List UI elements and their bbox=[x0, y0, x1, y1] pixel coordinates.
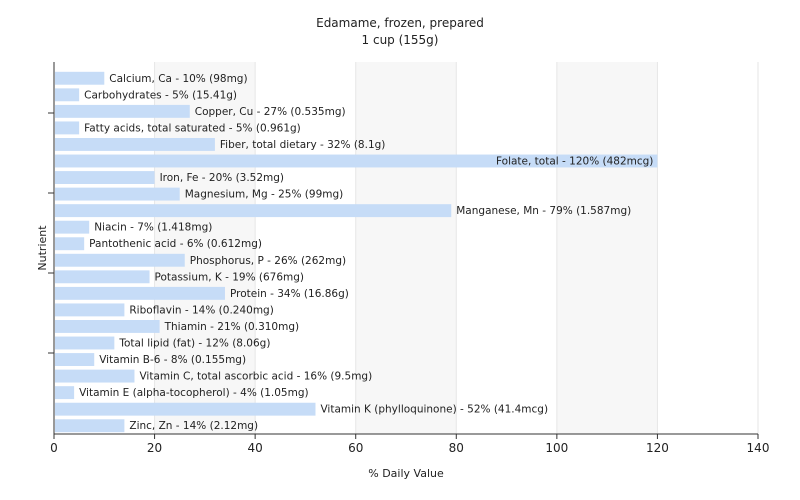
bar-label: Vitamin E (alpha-tocopherol) - 4% (1.05m… bbox=[79, 387, 309, 399]
bar bbox=[55, 220, 90, 234]
bar bbox=[55, 320, 160, 333]
bar-label: Magnesium, Mg - 25% (99mg) bbox=[185, 189, 344, 201]
bar bbox=[55, 419, 125, 433]
x-tick-label: 0 bbox=[50, 441, 58, 455]
bar-label: Phosphorus, P - 26% (262mg) bbox=[190, 255, 346, 267]
grid-band bbox=[556, 62, 658, 434]
bar bbox=[55, 286, 225, 300]
bar-label: Calcium, Ca - 10% (98mg) bbox=[109, 73, 247, 85]
x-tick-label: 140 bbox=[747, 441, 770, 455]
bars: Calcium, Ca - 10% (98mg) Carbohydrates - … bbox=[55, 71, 658, 433]
bar-label: Pantothenic acid - 6% (0.612mg) bbox=[89, 238, 262, 250]
bar-label: Folate, total - 120% (482mcg) bbox=[496, 156, 653, 168]
bar-label: Vitamin K (phylloquinone) - 52% (41.4mcg… bbox=[320, 404, 548, 416]
bar bbox=[55, 171, 155, 184]
bar-label: Manganese, Mn - 79% (1.587mg) bbox=[456, 205, 631, 217]
bar-label: Total lipid (fat) - 12% (8.06g) bbox=[118, 338, 270, 350]
bar bbox=[55, 121, 80, 135]
x-tick-label: 80 bbox=[449, 441, 464, 455]
x-tick-label: 60 bbox=[348, 441, 363, 455]
bar-label: Niacin - 7% (1.418mg) bbox=[94, 222, 212, 234]
bar bbox=[55, 386, 75, 400]
chart-title: Edamame, frozen, prepared bbox=[316, 16, 484, 30]
bar bbox=[55, 71, 105, 85]
bar-label: Fiber, total dietary - 32% (8.1g) bbox=[220, 139, 385, 151]
bar bbox=[55, 187, 180, 201]
bar bbox=[55, 336, 115, 350]
bar bbox=[55, 204, 452, 218]
x-tick-label: 120 bbox=[646, 441, 669, 455]
bar-label: Protein - 34% (16.86g) bbox=[230, 288, 349, 300]
bar bbox=[55, 353, 95, 366]
axes: 0 20 40 60 80 100 120 140 bbox=[48, 62, 769, 455]
bar-label: Iron, Fe - 20% (3.52mg) bbox=[160, 172, 284, 184]
bar-label: Riboflavin - 14% (0.240mg) bbox=[129, 304, 273, 316]
x-tick-label: 20 bbox=[147, 441, 162, 455]
bar-label: Fatty acids, total saturated - 5% (0.961… bbox=[84, 122, 301, 134]
x-tick-label: 40 bbox=[248, 441, 263, 455]
x-axis-label: % Daily Value bbox=[368, 467, 444, 480]
y-axis-label: Nutrient bbox=[36, 225, 49, 271]
bar-label: Copper, Cu - 27% (0.535mg) bbox=[195, 106, 346, 118]
bar-label: Zinc, Zn - 14% (2.12mg) bbox=[129, 420, 258, 432]
bar-label: Vitamin C, total ascorbic acid - 16% (9.… bbox=[139, 371, 372, 383]
bar bbox=[55, 303, 125, 317]
bar-label: Vitamin B-6 - 8% (0.155mg) bbox=[99, 354, 246, 366]
chart-subtitle: 1 cup (155g) bbox=[361, 33, 439, 47]
bar bbox=[55, 104, 190, 118]
bar-label: Thiamin - 21% (0.310mg) bbox=[164, 321, 300, 333]
bar bbox=[55, 154, 658, 168]
bar-label: Carbohydrates - 5% (15.41g) bbox=[84, 89, 237, 101]
bar bbox=[55, 369, 135, 383]
bar bbox=[55, 88, 80, 102]
grid-lines bbox=[154, 62, 759, 434]
x-tick-label: 100 bbox=[545, 441, 568, 455]
bar-label: Potassium, K - 19% (676mg) bbox=[155, 271, 305, 283]
bar bbox=[55, 253, 185, 267]
bar bbox=[55, 237, 85, 251]
bar bbox=[55, 138, 215, 151]
bar bbox=[55, 402, 316, 416]
bar bbox=[55, 270, 150, 284]
grid-band bbox=[355, 62, 457, 434]
grid-band bbox=[154, 62, 256, 434]
